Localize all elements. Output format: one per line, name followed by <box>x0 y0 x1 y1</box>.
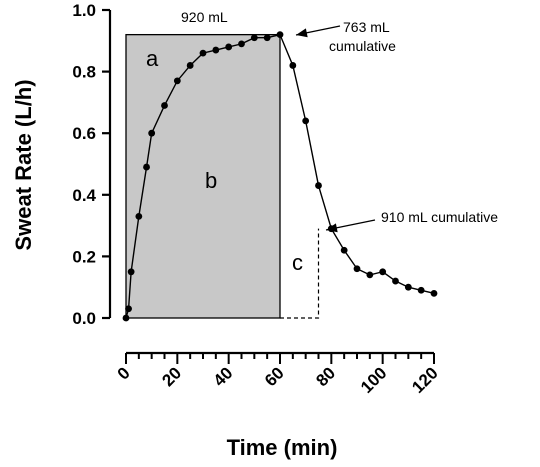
arrow-1-label-line1: 763 mL <box>343 19 390 35</box>
data-point <box>366 271 374 279</box>
x-tick-label: 0 <box>114 363 134 383</box>
data-point <box>379 268 387 276</box>
shaded-area-ab <box>125 33 281 319</box>
dashed-region-c <box>280 228 320 319</box>
x-tick-label: 20 <box>158 363 185 390</box>
data-point <box>122 314 130 322</box>
data-point <box>430 289 438 297</box>
region-a-label: a <box>146 46 159 71</box>
data-point <box>199 49 207 57</box>
x-axis-title: Time (min) <box>227 435 338 460</box>
y-tick-label: 0.0 <box>72 309 96 328</box>
x-tick-label: 80 <box>312 363 339 390</box>
arrow-1-head <box>296 28 308 38</box>
sweat-rate-line <box>125 33 435 319</box>
data-point <box>186 62 194 69</box>
y-tick-label: 0.8 <box>72 63 96 82</box>
data-point <box>392 277 399 285</box>
data-point <box>417 286 425 294</box>
region-c-label: c <box>292 250 303 275</box>
data-point <box>340 246 348 254</box>
region-b-label: b <box>205 168 217 193</box>
data-point <box>238 40 245 48</box>
data-point <box>276 31 284 39</box>
arrow-2-head <box>326 223 338 233</box>
data-point <box>148 129 156 137</box>
data-point <box>302 117 310 125</box>
y-tick-label: 0.6 <box>72 124 96 143</box>
data-point <box>143 163 150 171</box>
data-point <box>173 77 181 85</box>
x-tick-label: 60 <box>261 363 288 390</box>
data-point <box>353 265 361 273</box>
data-point <box>161 102 168 109</box>
arrow-2-label: 910 mL cumulative <box>381 209 498 225</box>
y-tick-label: 1.0 <box>72 1 96 20</box>
data-point <box>125 305 132 313</box>
y-tick-label: 0.2 <box>72 247 96 266</box>
data-series-group <box>122 31 438 322</box>
data-point <box>289 62 297 69</box>
data-point <box>135 212 143 220</box>
top-total-label: 920 mL <box>181 9 228 25</box>
data-point <box>404 283 412 291</box>
y-axis-title: Sweat Rate (L/h) <box>11 79 36 250</box>
x-tick-label: 40 <box>210 363 237 390</box>
data-point <box>127 268 135 276</box>
x-tick-label: 100 <box>357 363 390 396</box>
data-point <box>225 43 233 51</box>
arrow-1-label-line2: cumulative <box>329 38 396 54</box>
data-point <box>212 46 220 54</box>
x-tick-label: 120 <box>408 363 441 396</box>
data-point <box>315 182 322 189</box>
annotations-group: 920 mL 763 mL cumulative 910 mL cumulati… <box>11 9 498 460</box>
data-point <box>263 34 271 42</box>
data-point <box>250 34 258 42</box>
shaded-area-group <box>125 33 320 319</box>
y-tick-label: 0.4 <box>72 186 96 205</box>
